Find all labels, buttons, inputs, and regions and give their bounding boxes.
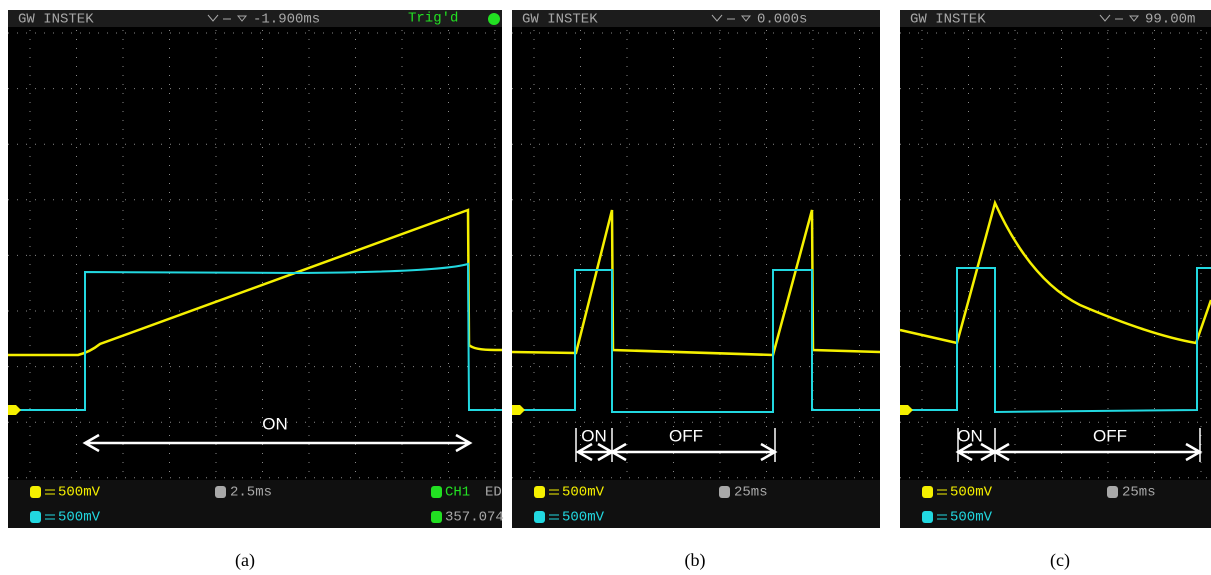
timebase: 25ms — [1122, 485, 1156, 501]
ch1-scale: 500mV — [562, 485, 605, 501]
figure: GW INSTEK -1.900ms Trig'd 500mV 500mV 2.5ms CH… — [0, 0, 1211, 575]
ch2-scale: 500mV — [58, 510, 101, 526]
timebase: 2.5ms — [230, 485, 272, 501]
caption: (a) — [235, 550, 255, 571]
brand: GW INSTEK — [910, 12, 986, 28]
annotation: OFF — [669, 426, 703, 445]
ch1-scale: 500mV — [58, 485, 101, 501]
trigger-dot — [488, 13, 500, 25]
time-offset: 99.00m — [1145, 12, 1195, 28]
ch2-scale: 500mV — [950, 510, 993, 526]
screen — [900, 10, 1211, 528]
ch2-badge — [30, 511, 41, 523]
annotation: ON — [581, 426, 607, 445]
trigger-badge — [431, 486, 442, 498]
trigger-source: CH1 — [445, 485, 470, 501]
footer-bar — [900, 480, 1211, 528]
trigger-mode: ED — [485, 485, 502, 501]
trigger-status: Trig'd — [408, 11, 458, 27]
ch2-badge — [922, 511, 933, 523]
frequency-badge — [431, 511, 442, 523]
timebase-badge — [1107, 486, 1118, 498]
time-offset: -1.900ms — [253, 12, 320, 28]
ch1-badge — [30, 486, 41, 498]
caption: (c) — [1050, 550, 1070, 571]
annotation: OFF — [1093, 426, 1127, 445]
scope-panel: GW INSTEK 99.00m 500mV 500mV 25ms ON OFF (c) — [900, 10, 1211, 571]
timebase-badge — [719, 486, 730, 498]
ch2-badge — [534, 511, 545, 523]
ch2-scale: 500mV — [562, 510, 605, 526]
scope-panel: GW INSTEK 0.000s 500mV 500mV 25ms ON OFF (b) — [512, 10, 880, 571]
timebase-badge — [215, 486, 226, 498]
timebase: 25ms — [734, 485, 768, 501]
ch1-badge — [534, 486, 545, 498]
ch1-badge — [922, 486, 933, 498]
ch1-scale: 500mV — [950, 485, 993, 501]
time-offset: 0.000s — [757, 12, 807, 28]
frequency: 357.074 — [445, 510, 504, 526]
brand: GW INSTEK — [18, 12, 94, 28]
screen — [512, 10, 880, 528]
annotation: ON — [957, 426, 983, 445]
annotation: ON — [262, 414, 288, 433]
caption: (b) — [685, 550, 706, 571]
scope-panel: GW INSTEK -1.900ms Trig'd 500mV 500mV 2.5ms CH… — [8, 10, 504, 571]
brand: GW INSTEK — [522, 12, 598, 28]
